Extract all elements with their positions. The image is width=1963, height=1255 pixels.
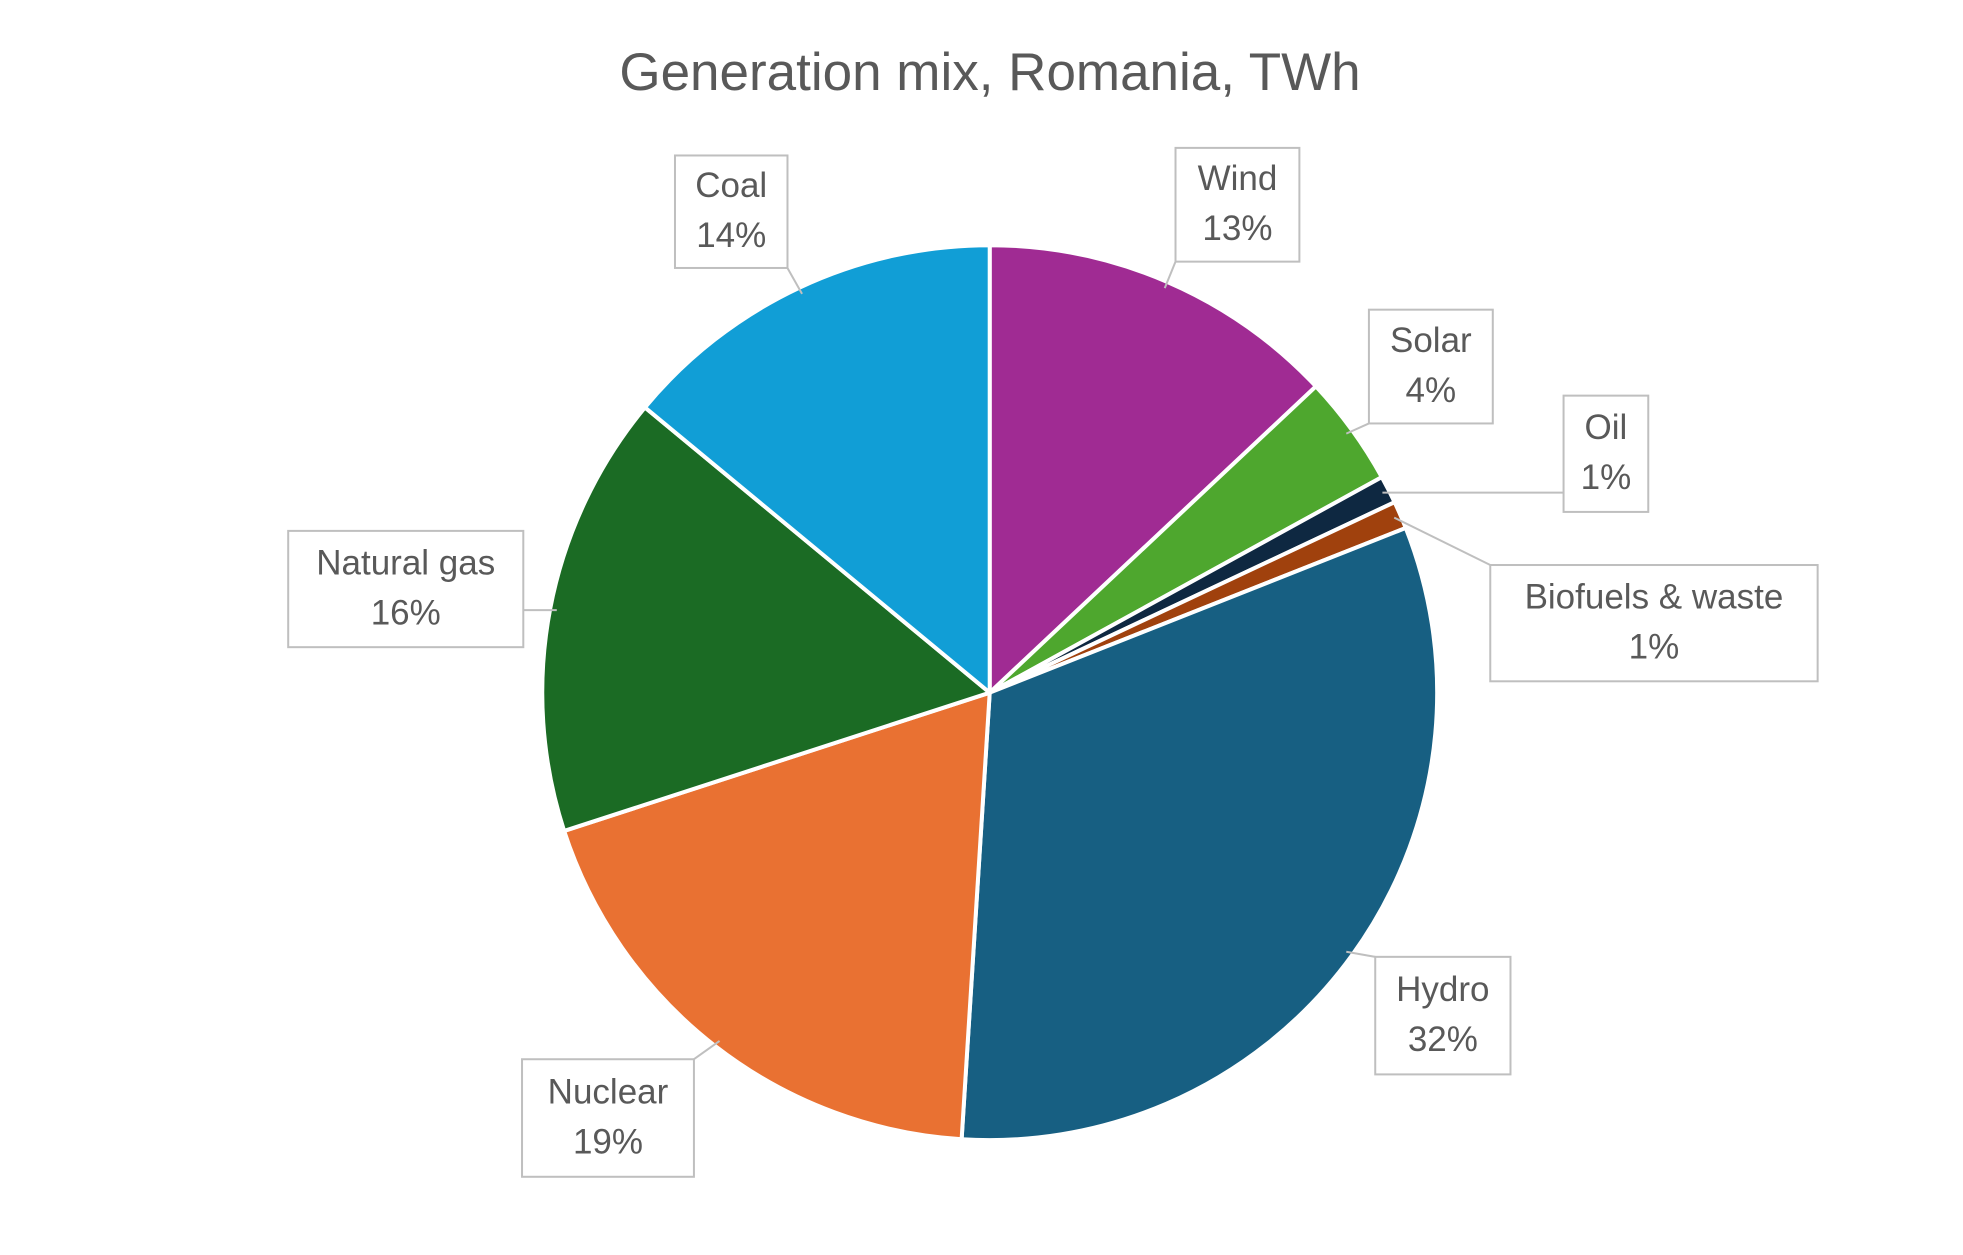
slice-label: Oil xyxy=(1585,408,1628,447)
slice-value-label: 1% xyxy=(1629,627,1680,666)
label-box xyxy=(521,1058,695,1178)
leader-line xyxy=(786,267,803,295)
slice-value-label: 13% xyxy=(1202,209,1272,248)
label-box xyxy=(1367,308,1494,425)
leader-line xyxy=(1393,516,1491,566)
label-box xyxy=(1562,394,1650,513)
label-box xyxy=(1374,955,1512,1076)
pie-slice xyxy=(959,525,1440,1143)
label-box xyxy=(673,154,789,269)
slice-label: Wind xyxy=(1198,159,1278,198)
label-box xyxy=(1174,146,1301,263)
slice-label: Natural gas xyxy=(316,543,495,582)
leader-line xyxy=(693,1040,721,1061)
slice-value-label: 1% xyxy=(1581,458,1632,497)
chart-title: Generation mix, Romania, TWh xyxy=(619,43,1360,102)
leader-line xyxy=(1345,422,1370,435)
label-box xyxy=(287,529,525,649)
label-box xyxy=(1489,564,1819,683)
slice-value-label: 19% xyxy=(573,1122,643,1161)
slice-label: Nuclear xyxy=(548,1072,669,1111)
slice-label: Biofuels & waste xyxy=(1525,577,1784,616)
slice-value-label: 32% xyxy=(1408,1020,1478,1059)
pie-slice xyxy=(540,405,992,833)
pie-slice xyxy=(562,690,992,1142)
leader-line xyxy=(1346,950,1376,958)
slice-label: Solar xyxy=(1390,321,1472,360)
slice-value-label: 14% xyxy=(696,216,766,255)
slice-value-label: 16% xyxy=(371,593,441,632)
leader-line xyxy=(1163,261,1177,289)
slice-value-label: 4% xyxy=(1406,371,1457,410)
slice-label: Coal xyxy=(695,166,767,205)
slice-label: Hydro xyxy=(1396,970,1489,1009)
